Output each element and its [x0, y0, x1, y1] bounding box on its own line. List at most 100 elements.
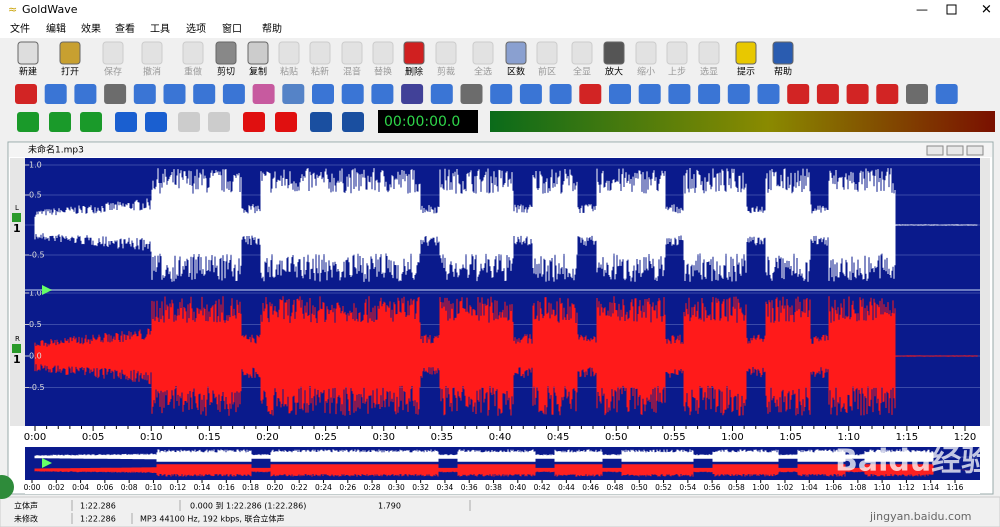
menu-item[interactable]: 编辑 [46, 22, 66, 35]
effect-icon[interactable] [163, 84, 186, 104]
menu-item[interactable]: 工具 [150, 23, 170, 35]
toolbar-icon[interactable] [59, 41, 81, 65]
toolbar-label[interactable]: 剪裁 [437, 66, 455, 78]
effect-icon[interactable] [727, 84, 750, 104]
toolbar-label[interactable]: 替换 [374, 66, 392, 78]
transport-button[interactable] [145, 112, 167, 132]
toolbar-label[interactable]: 区数 [507, 66, 525, 78]
menu-item[interactable]: 文件 [10, 22, 30, 35]
transport-button[interactable] [275, 112, 297, 132]
toolbar-icon[interactable] [666, 41, 688, 65]
menu-item[interactable]: 选项 [186, 22, 206, 35]
toolbar-label[interactable]: 撤消 [143, 66, 161, 78]
channel-name[interactable]: L [15, 204, 19, 212]
transport-button[interactable] [17, 112, 39, 132]
toolbar-icon[interactable] [571, 41, 593, 65]
toolbar-icon[interactable] [435, 41, 457, 65]
effect-icon[interactable] [668, 84, 691, 104]
toolbar-icon[interactable] [141, 41, 163, 65]
doc-restore[interactable] [946, 145, 964, 156]
toolbar-label[interactable]: 选显 [700, 66, 718, 78]
toolbar-label[interactable]: 复制 [249, 66, 267, 78]
toolbar-label[interactable]: 粘贴 [280, 66, 298, 78]
toolbar-icon[interactable] [505, 41, 527, 65]
effect-icon[interactable] [133, 84, 156, 104]
transport-button[interactable] [243, 112, 265, 132]
menu-item[interactable]: 窗口 [222, 22, 242, 35]
toolbar-icon[interactable] [372, 41, 394, 65]
channel-name[interactable]: R [15, 335, 20, 343]
toolbar-label[interactable]: 剪切 [217, 66, 235, 78]
toolbar-label[interactable]: 提示 [737, 67, 755, 78]
effect-icon[interactable] [371, 84, 394, 104]
toolbar-icon[interactable] [698, 41, 720, 65]
toolbar-icon[interactable] [603, 41, 625, 65]
effect-icon[interactable] [698, 84, 721, 104]
doc-minimize[interactable] [926, 145, 944, 156]
transport-button[interactable] [310, 112, 332, 132]
transport-button[interactable] [208, 112, 230, 132]
toolbar-label[interactable]: 保存 [104, 66, 122, 78]
effect-icon[interactable] [579, 84, 602, 104]
toolbar-label[interactable]: 放大 [605, 66, 623, 78]
toolbar-icon[interactable] [735, 41, 757, 65]
effect-icon[interactable] [638, 84, 661, 104]
effect-icon[interactable] [609, 84, 631, 104]
toolbar-label[interactable]: 帮助 [774, 66, 792, 78]
toolbar-label[interactable]: 混音 [343, 66, 361, 78]
effect-icon[interactable] [44, 84, 67, 104]
channel-number[interactable]: 1 [13, 353, 21, 366]
toolbar-label[interactable]: 上步 [668, 67, 686, 78]
doc-close[interactable] [966, 145, 984, 156]
effect-icon[interactable] [519, 84, 542, 104]
toolbar-label[interactable]: 打开 [61, 66, 79, 78]
toolbar-label[interactable]: 删除 [405, 66, 423, 78]
toolbar-label[interactable]: 全显 [573, 66, 591, 78]
toolbar-icon[interactable] [772, 41, 794, 65]
effect-icon[interactable] [193, 84, 216, 104]
toolbar-label[interactable]: 新建 [19, 66, 37, 78]
effect-icon[interactable] [15, 84, 37, 104]
effect-icon[interactable] [787, 84, 810, 104]
effect-icon[interactable] [549, 84, 572, 104]
effect-icon[interactable] [935, 84, 958, 104]
channel-toggle[interactable] [12, 213, 21, 222]
effect-icon[interactable] [876, 84, 899, 104]
toolbar-icon[interactable] [635, 41, 657, 65]
menu-item[interactable]: 效果 [81, 22, 101, 35]
effect-icon[interactable] [430, 84, 453, 104]
menu-item[interactable]: 查看 [115, 22, 135, 35]
toolbar-label[interactable]: 缩小 [637, 66, 655, 78]
effect-icon[interactable] [490, 84, 513, 104]
toolbar-icon[interactable] [536, 41, 558, 65]
toolbar-icon[interactable] [278, 41, 300, 65]
effect-icon[interactable] [906, 84, 928, 104]
maximize-button[interactable] [946, 4, 957, 15]
toolbar-icon[interactable] [309, 41, 331, 65]
effect-icon[interactable] [312, 84, 334, 104]
effect-icon[interactable] [401, 84, 424, 104]
transport-button[interactable] [80, 112, 102, 132]
transport-button[interactable] [115, 112, 137, 132]
channel-toggle[interactable] [12, 344, 21, 353]
transport-button[interactable] [49, 112, 71, 132]
effect-icon[interactable] [816, 84, 839, 104]
menu-item[interactable]: 帮助 [262, 22, 282, 35]
toolbar-label[interactable]: 前区 [538, 66, 556, 78]
effect-icon[interactable] [846, 84, 869, 104]
toolbar-icon[interactable] [102, 41, 124, 65]
effect-icon[interactable] [74, 84, 97, 104]
toolbar-label[interactable]: 重做 [184, 66, 202, 78]
effect-icon[interactable] [341, 84, 364, 104]
effect-icon[interactable] [222, 84, 245, 104]
effect-icon[interactable] [282, 84, 305, 104]
effect-icon[interactable] [104, 84, 127, 104]
toolbar-icon[interactable] [341, 41, 363, 65]
toolbar-icon[interactable] [17, 41, 39, 65]
effect-icon[interactable] [757, 84, 780, 104]
toolbar-label[interactable]: 全选 [474, 66, 492, 78]
toolbar-icon[interactable] [472, 41, 494, 65]
close-button[interactable]: ✕ [981, 3, 992, 18]
toolbar-label[interactable]: 粘新 [311, 66, 329, 78]
toolbar-icon[interactable] [215, 41, 237, 65]
